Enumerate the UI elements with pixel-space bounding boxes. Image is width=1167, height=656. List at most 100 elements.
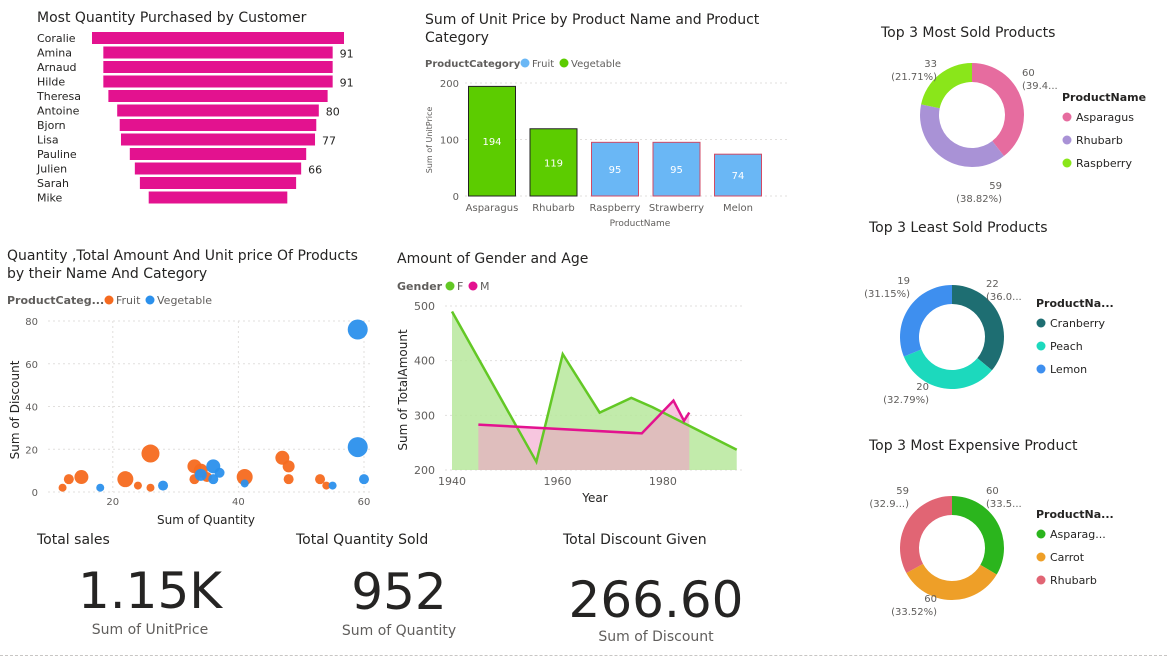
scatter-xtick: 60 [358,497,371,508]
scatter-point-fruit [133,481,142,490]
top_sold-legend-icon [1062,112,1072,122]
scatter-visual[interactable]: Quantity ,Total Amount And Unit price Of… [0,240,380,530]
top_sold-slice-percent: (21.71%) [891,72,937,83]
unitprice-bar-chart: ProductCategory Fruit Vegetable 0 100 200 Sum … [425,58,790,229]
least_sold-slice [903,349,992,389]
legend-f-label: F [457,280,463,293]
scatter-point-vegetable [214,467,225,478]
funnel-customer-label: Hilde [37,76,65,89]
expensive-legend-label: Carrot [1050,551,1085,564]
scatter-ytick: 40 [25,403,38,414]
funnel-bar [103,75,333,88]
least_sold-slice-value: 19 [897,276,910,287]
top_sold-slice-value: 33 [924,59,937,70]
expensive-slice-value: 60 [986,486,999,497]
least_sold-slice [952,285,1004,371]
scatter-title: Quantity ,Total Amount And Unit price Of… [7,248,358,282]
scatter-point-vegetable [208,474,219,485]
scatter-point-vegetable [328,481,337,490]
unitprice-xtick: Rhubarb [532,203,575,214]
gender-xtick: 1960 [543,475,571,488]
gender-area-visual[interactable]: Amount of Gender and Age Gender F M 200 300 4… [390,245,750,515]
unitprice-bar [591,141,639,197]
unitprice-xtick: Strawberry [649,203,704,214]
gender-ytick: 400 [414,355,435,368]
scatter-point-vegetable [347,437,368,458]
funnel-bar [148,191,288,204]
unitprice-ytick: 200 [440,79,459,90]
least-sold-visual[interactable]: Top 3 Least Sold Products 22 (36.0... 20 (3… [860,210,1167,415]
scatter-point-fruit [146,483,155,492]
scatter-point-vegetable [158,480,169,491]
gender-xtick: 1980 [649,475,677,488]
customer-funnel-visual[interactable]: Most Quantity Purchased by Customer Cora… [0,0,380,220]
expensive-slice-percent: (32.9...) [869,499,909,510]
scatter-xlabel: Sum of Quantity [157,513,255,527]
top_sold-slice-value: 60 [1022,68,1035,79]
top-sold-title: Top 3 Most Sold Products [881,25,1056,41]
top-sold-donut: 60 (39.4... 59 (38.82%) 33 (21.71%) ProductNam… [891,59,1146,205]
top_sold-slice-value: 59 [989,181,1002,192]
scatter-legend-title: ProductCateg... [7,294,104,307]
unitprice-xtick: Melon [723,203,753,214]
total-discount-label: Sum of Discount [598,629,714,645]
unitprice-ytick: 100 [440,136,459,147]
scatter-point-vegetable [96,483,105,492]
top-sold-visual[interactable]: Top 3 Most Sold Products 60 (39.4... 59 (38… [860,15,1167,215]
top_sold-slice-percent: (38.82%) [956,194,1002,205]
funnel-customer-label: Antoine [37,105,80,118]
unitprice-title: Sum of Unit Price by Product Name and Pr… [425,12,760,46]
least_sold-legend-label: Lemon [1050,363,1087,376]
top_sold-legend-label: Asparagus [1076,111,1134,124]
legend-vegetable-icon [559,58,569,68]
gender-xtick: 1940 [438,475,466,488]
expensive-legend-label: Asparag... [1050,528,1106,541]
scatter-ytick: 80 [25,317,38,328]
scatter-ytick: 60 [25,360,38,371]
scatter-point-vegetable [347,319,368,340]
scatter-point-vegetable [240,479,249,488]
funnel-customer-label: Lisa [37,134,59,147]
funnel-bar [120,133,316,146]
unitprice-bar-label: 95 [670,165,683,176]
funnel-bar [119,119,317,131]
top_sold-legend-icon [1062,135,1072,145]
total-sales-label: Sum of UnitPrice [91,622,209,638]
total-sales-card[interactable]: Total sales 1.15K Sum of UnitPrice [0,525,290,650]
unitprice-xtick: Raspberry [590,203,641,214]
customer-funnel-title: Most Quantity Purchased by Customer [37,10,307,26]
least-sold-donut: 22 (36.0... 20 (32.79%) 19 (31.15%) ProductNa.… [864,276,1114,406]
gender-ytick: 500 [414,300,435,313]
funnel-value-label: 77 [322,135,336,148]
least_sold-legend-title: ProductNa... [1036,297,1114,310]
least-sold-title: Top 3 Least Sold Products [869,220,1048,236]
gender-ylabel: Sum of TotalAmount [396,329,410,451]
expensive-slice-value: 60 [924,594,937,605]
funnel-bar [92,32,344,44]
unitprice-xlabel: ProductName [610,219,671,229]
total-discount-card[interactable]: Total Discount Given 266.60 Sum of Disco… [540,525,830,650]
funnel-value-label: 80 [326,106,340,119]
funnel-bar [108,90,328,102]
unitprice-bar-visual[interactable]: Sum of Unit Price by Product Name and Pr… [415,0,810,235]
legend-m-icon [468,281,478,291]
scatter-point-fruit [322,481,331,490]
unitprice-bar [468,85,516,197]
legend-vegetable-label: Vegetable [571,59,621,70]
scatter-point-fruit [117,471,134,488]
expensive-slice [906,563,997,600]
expensive-legend-icon [1036,529,1046,539]
expensive-visual[interactable]: Top 3 Most Expensive Product 60 (33.5... 6… [860,428,1167,628]
gender-line-m [478,398,691,435]
unitprice-bar-label: 194 [482,137,501,148]
least_sold-slice-percent: (31.15%) [864,289,910,300]
funnel-customer-label: Theresa [36,90,81,103]
scatter-chart: ProductCateg... Fruit Vegetable 0 20 40 60 80 20… [7,294,372,527]
top_sold-legend-icon [1062,158,1072,168]
total-quantity-card[interactable]: Total Quantity Sold 952 Sum of Quantity [290,525,540,650]
unitprice-legend-title: ProductCategory [425,59,521,70]
expensive-slice [900,496,952,573]
expensive-legend-icon [1036,552,1046,562]
expensive-slice [952,496,1004,575]
expensive-slice-percent: (33.52%) [891,607,937,618]
